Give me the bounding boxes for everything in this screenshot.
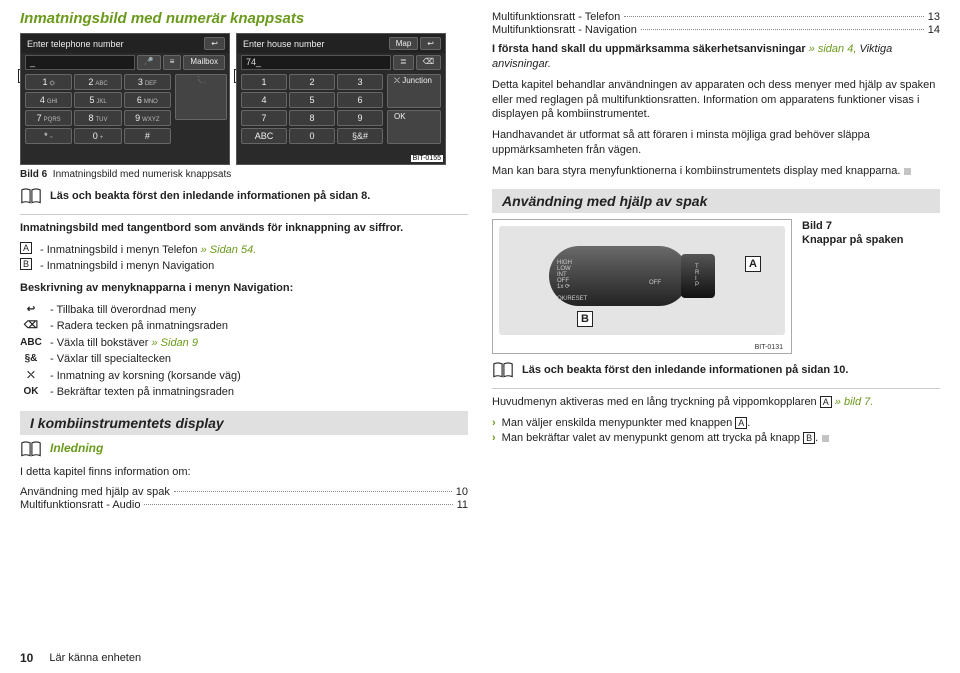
key-#[interactable]: # [124,128,171,144]
toc-right-top: Multifunktionsratt - Telefon13Multifunkt… [492,11,940,36]
book-icon [20,188,42,206]
nav-desc-heading: Beskrivning av menyknapparna i menyn Nav… [20,281,468,296]
toc-row: Användning med hjälp av spak10 [20,486,468,498]
left-heading: Inmatningsbild med numerär knappsats [20,10,468,27]
inledning-heading: Inledning [50,441,103,455]
figure-6-caption: Bild 6 Inmatningsbild med numerisk knapp… [20,169,468,180]
nav-desc-row: ⌫- Radera tecken på inmatningsraden [20,318,468,335]
stalk-badge-b: B [577,311,593,327]
contacts-icon[interactable]: ≡ [163,55,182,70]
mailbox-button[interactable]: Mailbox [183,55,225,70]
nav-desc-row: ⛌- Inmatning av korsning (korsande väg) [20,368,468,385]
key-4[interactable]: 4 [241,92,287,108]
mic-icon[interactable]: 🎤 [137,55,161,70]
book-icon [20,441,42,459]
key-0[interactable]: 0 [289,128,335,144]
toc-row: Multifunktionsratt - Navigation14 [492,24,940,36]
junction-button[interactable]: ⛌ Junction [387,74,441,108]
inledning-intro: I detta kapitel finns information om: [20,465,468,480]
list-icon[interactable]: ≣ [393,55,414,70]
key-9[interactable]: 9 [337,110,383,126]
stalk-badge-a: A [745,256,761,272]
stalk-labels: HIGH LOW INT OFF 1x ⟳ OK/RESET [557,260,587,302]
key-6[interactable]: 6 [337,92,383,108]
bit-id-a: BIT-0155 [411,155,443,162]
key-8[interactable]: 8 [289,110,335,126]
kp-b-field[interactable]: 74_ [241,55,391,70]
kp-b-grid: 123 456 789 ABC0§&# [237,72,387,146]
right-column: Multifunktionsratt - Telefon13Multifunkt… [492,10,940,512]
nav-desc-row: OK- Bekräftar texten på inmatningsraden [20,384,468,401]
tangent-intro: Inmatningsbild med tangentbord som använ… [20,221,468,236]
key-5[interactable]: 5 [289,92,335,108]
key-7[interactable]: 7PQRS [25,110,72,126]
kp-a-back-icon[interactable]: ↩ [204,37,225,50]
kp-a-title: Enter telephone number [25,39,202,49]
chevron-icon: › [492,431,496,446]
figure-7-caption: Bild 7 Knappar på spaken [802,219,903,354]
item-a: A - Inmatningsbild i menyn Telefon » Sid… [20,242,468,259]
key-1[interactable]: 1⏣ [25,74,72,90]
read-first-8: Läs och beakta först den inledande infor… [20,188,468,206]
backspace-icon[interactable]: ⌫ [416,55,441,70]
section-display: I kombiinstrumentets display [20,411,468,435]
key-2[interactable]: 2 [289,74,335,90]
nav-desc-row: ↩- Tillbaka till överordnad meny [20,302,468,319]
toc-row: Multifunktionsratt - Telefon13 [492,11,940,23]
nav-desc-list: ↩- Tillbaka till överordnad meny⌫- Rader… [20,302,468,401]
book-icon [492,362,514,380]
figure-7: HIGH LOW INT OFF 1x ⟳ OK/RESET T R I P [492,219,940,354]
map-button[interactable]: Map [389,37,419,50]
para-handling: Handhavandet är utformat så att föraren … [492,128,940,158]
key-7[interactable]: 7 [241,110,287,126]
figure-6: A Enter telephone number ↩ _ 🎤 ≡ Mailbox… [20,33,468,165]
key-ABC[interactable]: ABC [241,128,287,144]
key-8[interactable]: 8TUV [74,110,121,126]
nav-desc-row: §&- Växlar till specialtecken [20,351,468,368]
key-0[interactable]: 0+ [74,128,121,144]
key-*[interactable]: *~ [25,128,72,144]
dial-icon[interactable]: 📞 [175,74,227,120]
key-9[interactable]: 9WXYZ [124,110,171,126]
read-first-10: Läs och beakta först den inledande infor… [492,362,940,380]
key-§&#[interactable]: §&# [337,128,383,144]
key-3[interactable]: 3DEF [124,74,171,90]
chevron-icon: › [492,416,496,431]
section-spak: Användning med hjälp av spak [492,189,940,213]
item-b: B - Inmatningsbild i menyn Navigation [20,258,468,275]
bit-id-b: BIT-0131 [753,344,785,351]
para-huvudmeny: Huvudmenyn aktiveras med en lång tryckni… [492,395,940,410]
footer-section: Lär känna enheten [49,652,141,664]
toc-row: Multifunktionsratt - Audio11 [20,499,468,511]
key-4[interactable]: 4GHI [25,92,72,108]
keypad-a: A Enter telephone number ↩ _ 🎤 ≡ Mailbox… [20,33,230,165]
para-chapter: Detta kapitel behandlar användningen av … [492,78,940,123]
key-5[interactable]: 5JKL [74,92,121,108]
key-6[interactable]: 6MNO [124,92,171,108]
page-footer: 10 Lär känna enheten [20,651,940,665]
toc-left: Användning med hjälp av spak10Multifunkt… [20,486,468,511]
key-3[interactable]: 3 [337,74,383,90]
key-2[interactable]: 2ABC [74,74,121,90]
para-menu-control: Man kan bara styra menyfunktionerna i ko… [492,164,940,179]
nav-desc-row: ABC- Växla till bokstäver » Sidan 9 [20,335,468,352]
key-1[interactable]: 1 [241,74,287,90]
kp-b-back-icon[interactable]: ↩ [420,37,441,50]
kp-a-field[interactable]: _ [25,55,135,70]
ok-button[interactable]: OK [387,110,441,144]
keypad-b: B Enter house number Map ↩ 74_ ≣ ⌫ 12345… [236,33,446,165]
kp-b-title: Enter house number [241,39,387,49]
chevron-list: › Man väljer enskilda menypunkter med kn… [492,416,940,447]
left-column: Inmatningsbild med numerär knappsats A E… [20,10,468,512]
para-safety: I första hand skall du uppmärksamma säke… [492,42,940,72]
page-number: 10 [20,651,33,665]
